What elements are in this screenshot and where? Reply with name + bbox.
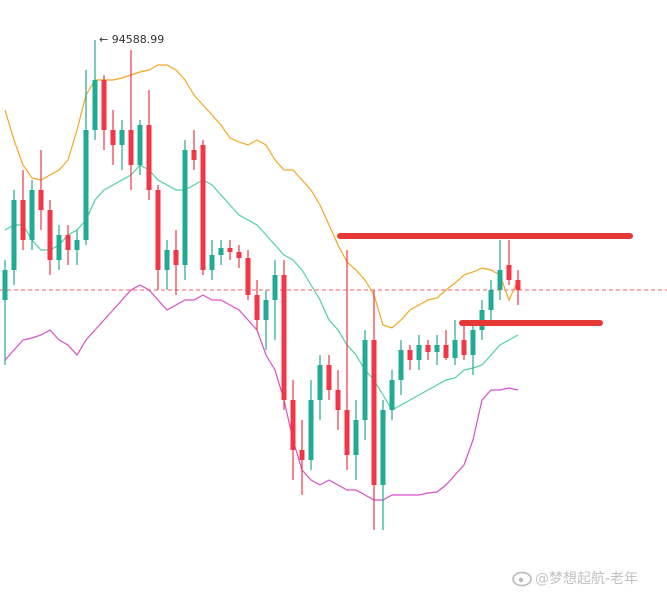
candle-body [119, 130, 125, 145]
candle-body [515, 280, 521, 290]
candle-body [254, 295, 260, 320]
candle-body [290, 400, 296, 450]
candle-body [281, 275, 287, 400]
candle-body [326, 365, 332, 390]
max-marker-label: ← 94588.99 [99, 33, 164, 46]
watermark-text: @梦想起航-老年 [535, 571, 638, 587]
candle-body [200, 145, 206, 270]
candle-body [389, 380, 395, 410]
candle-body [443, 345, 449, 358]
candle-body [74, 240, 80, 250]
candle-body [182, 150, 188, 265]
candle-body [83, 130, 89, 240]
candle-body [128, 130, 134, 165]
candle-body [263, 300, 269, 320]
candle-body [218, 248, 224, 255]
candle-body [497, 270, 503, 290]
watermark-icon-dot [518, 577, 524, 583]
candle-body [191, 150, 197, 160]
candle-body [65, 235, 71, 250]
candle-body [245, 258, 251, 295]
candle-body [2, 270, 8, 300]
candle-body [470, 330, 476, 355]
candle-body [461, 340, 467, 355]
candle-body [20, 200, 26, 240]
candle-body [434, 345, 440, 352]
candle-body [317, 365, 323, 400]
candle-body [47, 210, 53, 260]
watermark: @梦想起航-老年 [512, 571, 638, 587]
candle-body [38, 190, 44, 210]
band-line [4, 284, 519, 501]
candle-body [137, 125, 143, 165]
candle-body [335, 390, 341, 410]
band-line [4, 64, 519, 329]
candle-body [425, 345, 431, 352]
candle-body [398, 350, 404, 380]
candle-body [362, 340, 368, 420]
candle-body [380, 410, 386, 485]
candle-body [110, 130, 116, 145]
band-line [4, 164, 519, 411]
candle-body [164, 250, 170, 270]
candle-body [146, 125, 152, 190]
candle-body [227, 248, 233, 252]
candle-body [209, 255, 215, 270]
watermark-icon [512, 571, 532, 587]
candle-body [236, 252, 242, 258]
candle-body [371, 340, 377, 485]
candle-body [56, 235, 62, 260]
candle-body [488, 290, 494, 310]
candle-body [353, 420, 359, 455]
candle-body [506, 265, 512, 280]
candle-body [416, 345, 422, 360]
candle-body [92, 80, 98, 130]
candle-body [308, 400, 314, 460]
candle-body [173, 250, 179, 265]
candle-body [155, 190, 161, 270]
candle-body [407, 350, 413, 360]
candle-body [344, 410, 350, 455]
candle-body [299, 450, 305, 460]
candle-body [452, 340, 458, 358]
candle-body [11, 200, 17, 270]
candle-body [272, 275, 278, 300]
candle-body [101, 80, 107, 130]
candle-body [29, 190, 35, 240]
